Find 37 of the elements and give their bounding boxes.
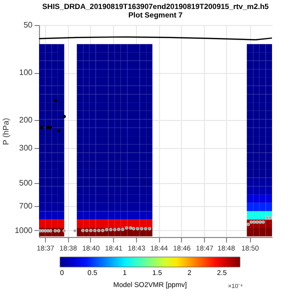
point [46, 126, 50, 130]
point [117, 228, 120, 232]
point [268, 216, 272, 220]
point [105, 228, 108, 232]
point [258, 220, 262, 224]
point [144, 227, 148, 230]
point [132, 227, 136, 230]
point [266, 216, 269, 220]
point [44, 229, 47, 232]
y-tick-label: 200 [19, 116, 34, 125]
point [113, 228, 116, 232]
point [128, 226, 132, 230]
y-tick-label: 500 [19, 178, 34, 188]
point [140, 227, 144, 230]
point [81, 228, 84, 232]
point [109, 228, 112, 232]
point [38, 229, 42, 232]
point [136, 227, 140, 230]
y-tick-label: 300 [19, 143, 34, 152]
y-axis-title: P (hPa) [2, 118, 11, 145]
point [62, 114, 66, 118]
y-tick-label: 50 [24, 20, 34, 30]
point [121, 228, 124, 232]
point [73, 229, 77, 232]
point [124, 226, 128, 230]
point [56, 229, 60, 232]
y-tick-label: 100 [19, 68, 34, 78]
point [148, 227, 152, 230]
point [57, 128, 60, 132]
point [62, 229, 66, 232]
point [54, 99, 58, 102]
point [40, 126, 44, 130]
point [101, 228, 104, 232]
y-tick-label: 700 [19, 202, 34, 210]
point [48, 126, 52, 130]
point [93, 228, 96, 232]
y-tick-label: 1000 [14, 226, 34, 235]
